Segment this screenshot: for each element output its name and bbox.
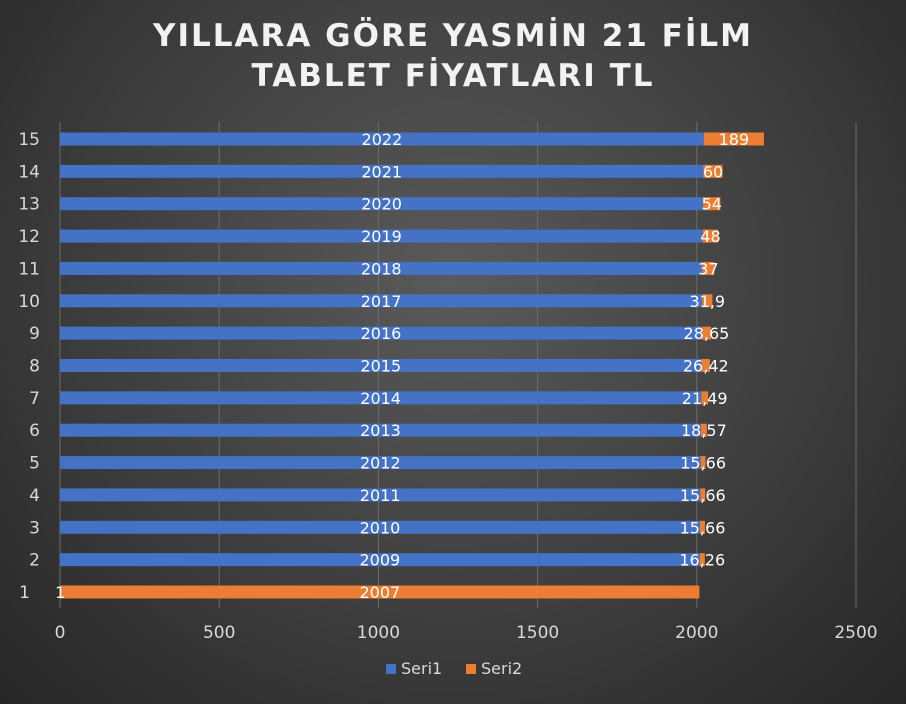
data-label-seri2-3: 15,66 (680, 518, 726, 537)
legend-swatch-seri1 (386, 664, 396, 674)
y-tick-label-7: 7 (29, 389, 40, 409)
legend-label-seri2: Seri2 (481, 659, 522, 678)
bar-seri2-6 (700, 423, 707, 437)
y-tick-label-5: 5 (29, 454, 40, 474)
chart-title-line-1: YILLARA GÖRE YASMİN 21 FİLM (153, 18, 753, 54)
chart-title-line-2: TABLET FİYATLARI TL (251, 58, 655, 94)
data-label-seri1-11: 2018 (361, 259, 402, 278)
bar-seri2-15 (703, 132, 764, 146)
x-tick-label-1000: 1000 (357, 623, 400, 643)
data-label-seri1-10: 2017 (361, 292, 402, 311)
bar-seri1-15 (60, 132, 704, 146)
data-label-seri2-12: 48 (700, 227, 720, 246)
bar-seri2-11 (702, 261, 715, 275)
bar-seri1-5 (60, 456, 701, 470)
bar-seri1-2 (60, 553, 700, 567)
data-label-seri2-1: 2007 (359, 583, 400, 602)
x-tick-label-2500: 2500 (834, 623, 877, 643)
bar-seri1-13 (60, 197, 704, 211)
bar-seri1-9 (60, 326, 702, 340)
bar-seri2-7 (701, 391, 709, 405)
data-label-seri1-8: 2015 (360, 357, 401, 376)
data-label-seri2-5: 15,66 (680, 454, 726, 473)
bar-seri1-12 (60, 229, 703, 243)
y-tick-label-12: 12 (18, 227, 40, 247)
bar-seri2-14 (703, 164, 723, 178)
data-label-seri1-5: 2012 (360, 454, 401, 473)
bar-seri2-10 (702, 294, 713, 308)
data-label-seri2-8: 26,42 (683, 357, 729, 376)
y-tick-label-2: 2 (29, 551, 40, 571)
data-label-seri1-7: 2014 (360, 389, 401, 408)
y-tick-label-3: 3 (29, 518, 40, 538)
bar-seri1-14 (60, 164, 704, 178)
data-label-seri1-9: 2016 (361, 324, 402, 343)
bar-seri1-11 (60, 261, 703, 275)
legend-label-seri1: Seri1 (401, 659, 442, 678)
y-tick-label-6: 6 (29, 421, 40, 441)
bar-seri2-1 (60, 585, 700, 599)
y-tick-label-9: 9 (29, 324, 40, 344)
y-tick-label-4: 4 (29, 486, 40, 506)
bar-seri2-12 (702, 229, 719, 243)
data-label-seri1-13: 2020 (361, 195, 402, 214)
x-tick-label-500: 500 (203, 623, 235, 643)
bar-seri2-5 (700, 456, 706, 470)
data-label-seri2-9: 28,65 (684, 324, 730, 343)
bar-seri2-8 (701, 359, 710, 372)
data-label-seri1-15: 2022 (362, 130, 403, 149)
bar-seri1-8 (60, 359, 702, 372)
data-label-seri2-7: 21,49 (682, 389, 728, 408)
y-tick-label-8: 8 (29, 357, 40, 377)
data-label-seri2-14: 60 (703, 162, 723, 181)
y-tick-label-1: 1 (19, 583, 30, 603)
y-tick-label-14: 14 (18, 162, 40, 182)
x-tick-label-2000: 2000 (675, 623, 718, 643)
bar-seri1-6 (60, 423, 701, 437)
legend-swatch-seri2 (466, 664, 476, 674)
bar-seri1-10 (60, 294, 703, 308)
data-label-seri2-13: 54 (702, 195, 722, 214)
bar-seri2-2 (699, 553, 705, 567)
data-label-seri1-14: 2021 (361, 162, 402, 181)
data-label-seri2-2: 16,26 (679, 551, 725, 570)
bar-seri1-4 (60, 488, 701, 502)
data-label-seri2-4: 15,66 (680, 486, 726, 505)
data-label-seri2-6: 18,57 (681, 421, 727, 440)
data-label-seri1-12: 2019 (361, 227, 402, 246)
data-label-seri1-6: 2013 (360, 421, 401, 440)
y-tick-label-15: 15 (18, 130, 40, 150)
data-label-seri2-11: 37 (698, 259, 718, 278)
x-tick-label-0: 0 (55, 623, 66, 643)
bar-seri2-4 (700, 488, 706, 502)
bar-seri2-9 (701, 326, 712, 340)
bar-seri2-13 (703, 197, 721, 211)
data-label-seri2-15: 189 (719, 130, 750, 149)
bar-seri1-7 (60, 391, 702, 405)
data-label-seri1-2: 2009 (359, 551, 400, 570)
bar-seri1-1 (60, 585, 61, 599)
x-tick-label-1500: 1500 (516, 623, 559, 643)
data-label-seri2-10: 31,9 (689, 292, 725, 311)
y-tick-label-11: 11 (18, 259, 40, 279)
data-label-seri1-4: 2011 (360, 486, 401, 505)
y-tick-label-13: 13 (18, 195, 40, 215)
data-label-seri1-3: 2010 (360, 518, 401, 537)
bar-seri1-3 (60, 520, 700, 534)
bar-seri2-3 (699, 520, 705, 534)
data-label-seri1-1: 1 (55, 583, 65, 602)
y-tick-label-10: 10 (18, 292, 40, 312)
